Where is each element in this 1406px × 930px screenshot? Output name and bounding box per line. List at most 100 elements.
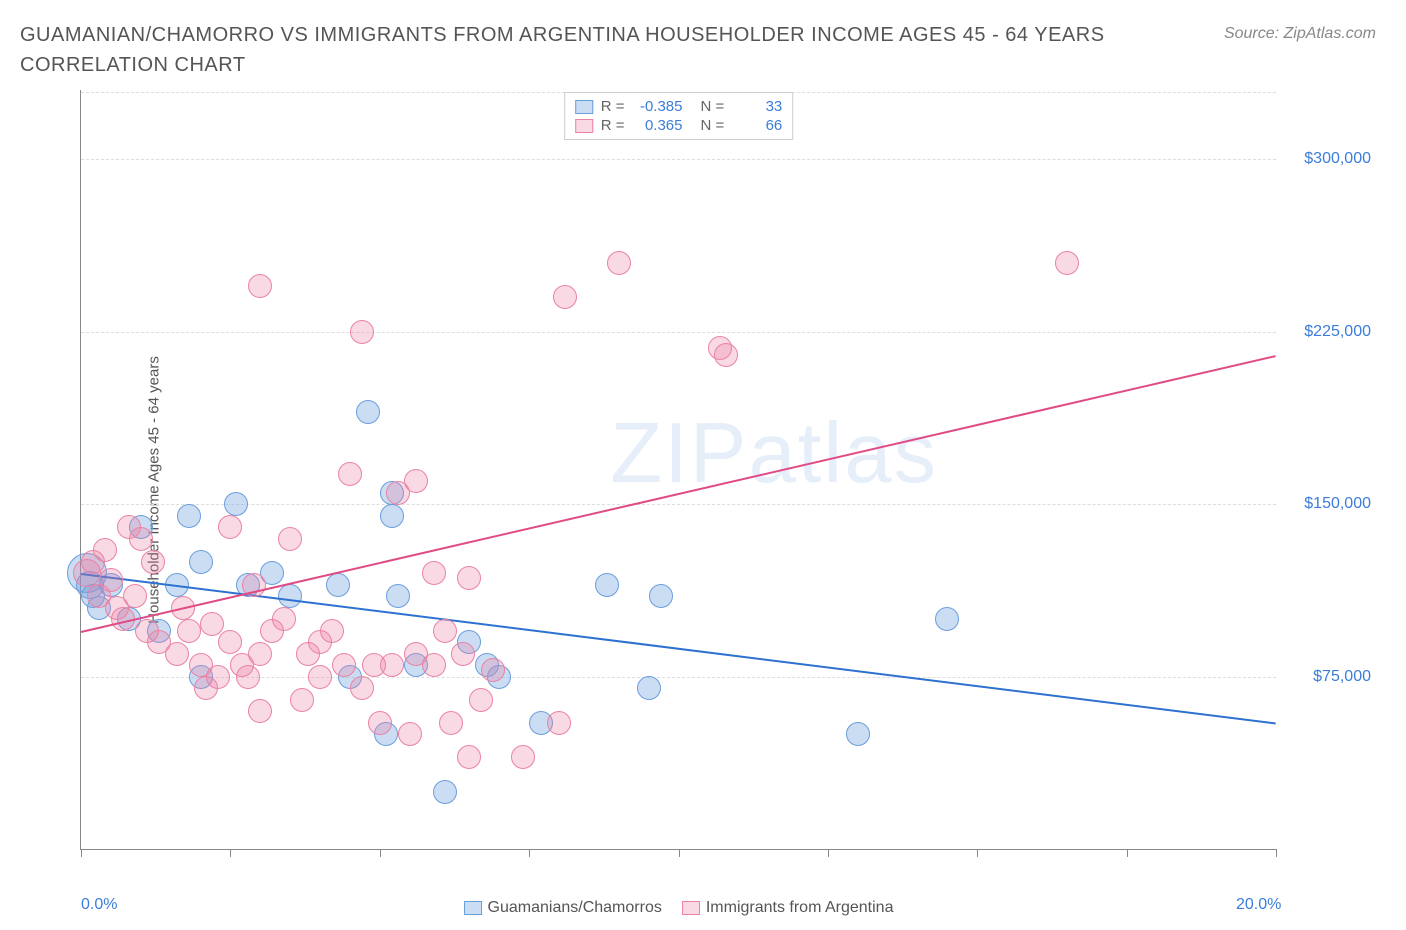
data-point bbox=[189, 550, 213, 574]
y-tick-label: $225,000 bbox=[1304, 323, 1371, 341]
data-point bbox=[99, 568, 123, 592]
data-point bbox=[637, 676, 661, 700]
data-point bbox=[200, 612, 224, 636]
data-point bbox=[350, 676, 374, 700]
legend-series: Guamanians/Chamorros Immigrants from Arge… bbox=[464, 899, 894, 917]
legend-stat-row: R = 0.365 N = 66 bbox=[575, 116, 783, 135]
data-point bbox=[422, 653, 446, 677]
legend-item: Immigrants from Argentina bbox=[682, 899, 894, 917]
stat-value-n: 66 bbox=[732, 117, 782, 134]
trend-line bbox=[81, 355, 1276, 633]
stat-label-n: N = bbox=[701, 117, 725, 134]
data-point bbox=[272, 607, 296, 631]
y-tick-label: $75,000 bbox=[1313, 668, 1371, 686]
data-point bbox=[308, 665, 332, 689]
data-point bbox=[714, 343, 738, 367]
legend-stat-row: R = -0.385 N = 33 bbox=[575, 97, 783, 116]
data-point bbox=[404, 469, 428, 493]
legend-label: Immigrants from Argentina bbox=[706, 899, 894, 917]
data-point bbox=[457, 566, 481, 590]
data-point bbox=[368, 711, 392, 735]
data-point bbox=[248, 642, 272, 666]
chart-title: GUAMANIAN/CHAMORRO VS IMMIGRANTS FROM AR… bbox=[20, 20, 1120, 80]
plot-area: ZIPatlas R =-0.385N =33R =0.365N =66 Gua… bbox=[80, 90, 1276, 850]
data-point bbox=[380, 653, 404, 677]
data-point bbox=[248, 274, 272, 298]
legend-stats: R = -0.385 N = 33 R = 0.365 N = 66 bbox=[564, 92, 794, 140]
data-point bbox=[481, 658, 505, 682]
data-point bbox=[206, 665, 230, 689]
data-point bbox=[218, 630, 242, 654]
data-point bbox=[380, 504, 404, 528]
data-point bbox=[141, 550, 165, 574]
watermark: ZIPatlas bbox=[610, 405, 938, 503]
data-point bbox=[607, 251, 631, 275]
data-point bbox=[451, 642, 475, 666]
y-tick-label: $300,000 bbox=[1304, 150, 1371, 168]
data-point bbox=[398, 722, 422, 746]
stat-label-r: R = bbox=[601, 98, 625, 115]
x-tick-label: 0.0% bbox=[81, 896, 117, 914]
data-point bbox=[129, 527, 153, 551]
y-tick-label: $150,000 bbox=[1304, 495, 1371, 513]
data-point bbox=[236, 665, 260, 689]
stat-label-r: R = bbox=[601, 117, 625, 134]
gridline bbox=[81, 159, 1276, 160]
data-point bbox=[218, 515, 242, 539]
stat-value-n: 33 bbox=[732, 98, 782, 115]
x-tick bbox=[81, 849, 82, 857]
data-point bbox=[649, 584, 673, 608]
data-point bbox=[338, 462, 362, 486]
data-point bbox=[433, 619, 457, 643]
legend-swatch bbox=[575, 119, 593, 133]
legend-item: Guamanians/Chamorros bbox=[464, 899, 662, 917]
data-point bbox=[278, 527, 302, 551]
legend-label: Guamanians/Chamorros bbox=[488, 899, 662, 917]
legend-swatch bbox=[464, 901, 482, 915]
data-point bbox=[177, 619, 201, 643]
data-point bbox=[469, 688, 493, 712]
stat-value-r: 0.365 bbox=[633, 117, 683, 134]
x-tick bbox=[977, 849, 978, 857]
data-point bbox=[224, 492, 248, 516]
legend-swatch bbox=[682, 901, 700, 915]
x-tick bbox=[230, 849, 231, 857]
data-point bbox=[553, 285, 577, 309]
x-tick-label: 20.0% bbox=[1236, 896, 1281, 914]
data-point bbox=[935, 607, 959, 631]
data-point bbox=[439, 711, 463, 735]
data-point bbox=[320, 619, 344, 643]
data-point bbox=[248, 699, 272, 723]
data-point bbox=[350, 320, 374, 344]
data-point bbox=[278, 584, 302, 608]
data-point bbox=[846, 722, 870, 746]
data-point bbox=[595, 573, 619, 597]
stat-value-r: -0.385 bbox=[633, 98, 683, 115]
data-point bbox=[547, 711, 571, 735]
data-point bbox=[93, 538, 117, 562]
chart-container: Householder Income Ages 45 - 64 years ZI… bbox=[50, 90, 1386, 890]
data-point bbox=[332, 653, 356, 677]
data-point bbox=[326, 573, 350, 597]
data-point bbox=[356, 400, 380, 424]
data-point bbox=[123, 584, 147, 608]
data-point bbox=[457, 745, 481, 769]
data-point bbox=[511, 745, 535, 769]
data-point bbox=[177, 504, 201, 528]
gridline bbox=[81, 504, 1276, 505]
data-point bbox=[386, 584, 410, 608]
data-point bbox=[165, 642, 189, 666]
data-point bbox=[290, 688, 314, 712]
gridline bbox=[81, 332, 1276, 333]
data-point bbox=[433, 780, 457, 804]
x-tick bbox=[529, 849, 530, 857]
chart-source: Source: ZipAtlas.com bbox=[1224, 25, 1376, 43]
data-point bbox=[1055, 251, 1079, 275]
x-tick bbox=[380, 849, 381, 857]
x-tick bbox=[679, 849, 680, 857]
x-tick bbox=[1276, 849, 1277, 857]
stat-label-n: N = bbox=[701, 98, 725, 115]
legend-swatch bbox=[575, 100, 593, 114]
x-tick bbox=[1127, 849, 1128, 857]
x-tick bbox=[828, 849, 829, 857]
